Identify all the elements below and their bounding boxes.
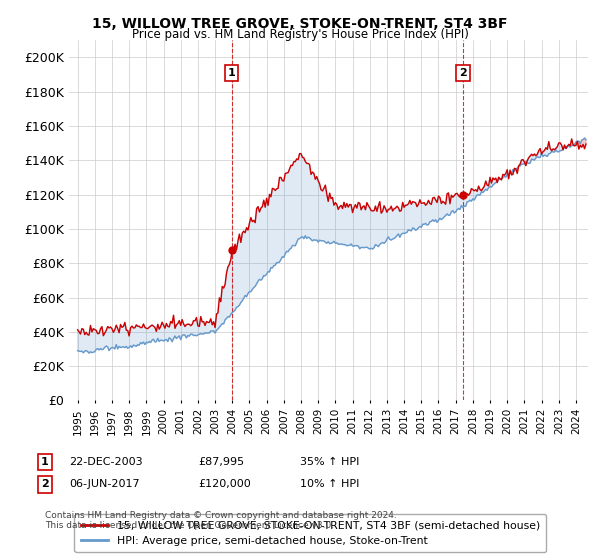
- Text: 10% ↑ HPI: 10% ↑ HPI: [300, 479, 359, 489]
- Text: £87,995: £87,995: [198, 457, 244, 467]
- Text: 06-JUN-2017: 06-JUN-2017: [69, 479, 140, 489]
- Text: 35% ↑ HPI: 35% ↑ HPI: [300, 457, 359, 467]
- Text: £120,000: £120,000: [198, 479, 251, 489]
- Text: 1: 1: [41, 457, 49, 467]
- Text: 1: 1: [228, 68, 236, 78]
- Text: 2: 2: [41, 479, 49, 489]
- Text: 22-DEC-2003: 22-DEC-2003: [69, 457, 143, 467]
- Text: Price paid vs. HM Land Registry's House Price Index (HPI): Price paid vs. HM Land Registry's House …: [131, 28, 469, 41]
- Text: 15, WILLOW TREE GROVE, STOKE-ON-TRENT, ST4 3BF: 15, WILLOW TREE GROVE, STOKE-ON-TRENT, S…: [92, 17, 508, 31]
- Text: 2: 2: [459, 68, 467, 78]
- Text: Contains HM Land Registry data © Crown copyright and database right 2024.
This d: Contains HM Land Registry data © Crown c…: [45, 511, 397, 530]
- Legend: 15, WILLOW TREE GROVE, STOKE-ON-TRENT, ST4 3BF (semi-detached house), HPI: Avera: 15, WILLOW TREE GROVE, STOKE-ON-TRENT, S…: [74, 514, 547, 552]
